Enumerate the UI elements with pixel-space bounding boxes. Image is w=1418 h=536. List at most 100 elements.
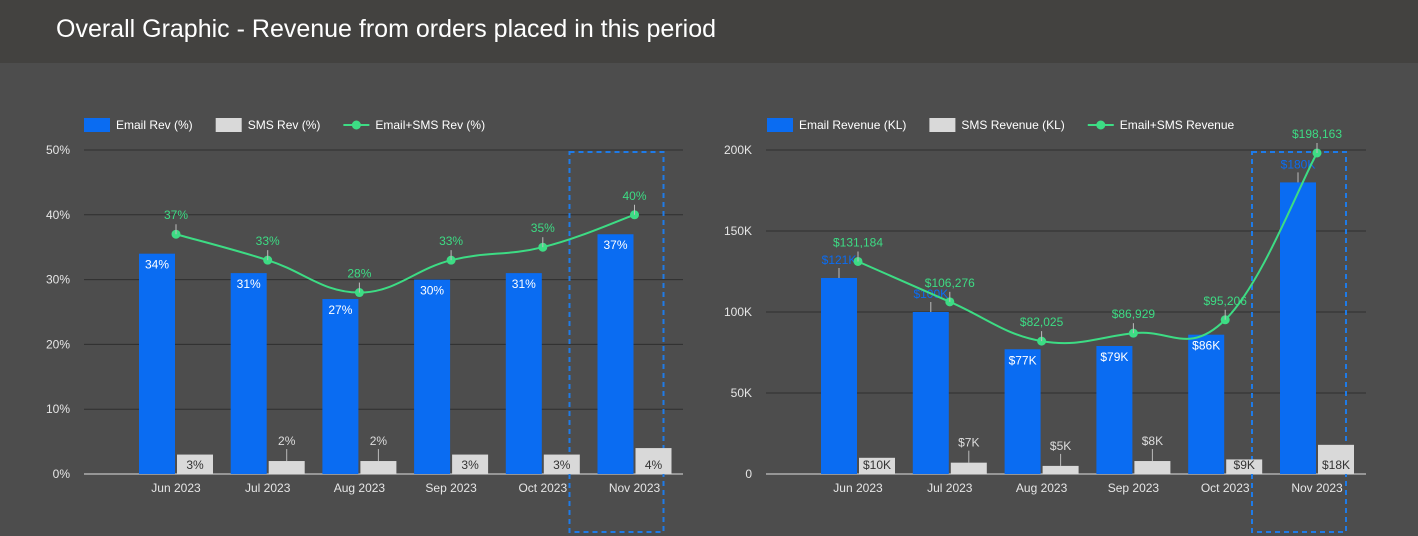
x-tick-label: Nov 2023: [609, 481, 661, 495]
y-tick-label: 100K: [724, 305, 752, 319]
sms-bar: [1134, 461, 1171, 474]
combined-point-label: 33%: [256, 234, 280, 248]
combined-point-label: 28%: [347, 267, 371, 281]
email-bar: [322, 299, 359, 474]
legend-label: SMS Revenue (KL): [961, 118, 1064, 132]
sms-bar-label: 3%: [461, 458, 479, 472]
combined-point-label: 40%: [622, 189, 646, 203]
sms-bar-label: $10K: [863, 458, 891, 472]
y-tick-label: 150K: [724, 224, 752, 238]
sms-bar-label: 3%: [553, 458, 571, 472]
email-bar: [1096, 346, 1133, 474]
legend-swatch: [84, 118, 110, 132]
combined-point-label: 33%: [439, 234, 463, 248]
email-bar-label: $180K: [1281, 157, 1316, 171]
sms-bar: [177, 454, 213, 474]
email-bar-label: $121K: [822, 253, 857, 267]
sms-bar: [1042, 465, 1079, 474]
combined-point-label: $95,206: [1204, 294, 1248, 308]
y-tick-label: 30%: [46, 273, 70, 287]
email-bar: [1188, 334, 1225, 474]
x-tick-label: Jun 2023: [151, 481, 201, 495]
combined-point-label: $106,276: [925, 276, 975, 290]
sms-bar-label: 4%: [645, 458, 663, 472]
y-tick-label: 10%: [46, 402, 70, 416]
email-bar-label: 30%: [420, 284, 444, 298]
combined-line: [857, 152, 1318, 345]
sms-bar-label: $7K: [958, 436, 979, 450]
y-tick-label: 50K: [731, 386, 752, 400]
highlight-box: [568, 151, 665, 533]
y-tick-label: 0%: [53, 467, 71, 481]
combined-point-label: $131,184: [833, 235, 883, 249]
legend-marker: [351, 120, 361, 130]
email-bar: [821, 277, 857, 474]
combined-line: [175, 213, 635, 294]
legend-swatch: [767, 118, 793, 132]
sms-bar-label: 3%: [186, 458, 204, 472]
x-tick-label: Sep 2023: [425, 481, 477, 495]
sms-bar: [635, 448, 672, 474]
y-tick-label: 0: [745, 467, 752, 481]
y-tick-label: 40%: [46, 208, 70, 222]
x-tick-label: Oct 2023: [518, 481, 567, 495]
email-bar: [597, 234, 634, 474]
sms-bar-label: $9K: [1234, 458, 1255, 472]
legend-label: Email+SMS Rev (%): [375, 118, 485, 132]
highlight-box: [1251, 151, 1347, 533]
email-bar: [139, 253, 175, 474]
legend-label: Email Revenue (KL): [799, 118, 906, 132]
email-bar: [1004, 349, 1041, 474]
sms-bar-label: 2%: [278, 434, 296, 448]
sms-bar-label: $18K: [1322, 458, 1350, 472]
x-tick-label: Jul 2023: [245, 481, 291, 495]
x-tick-label: Aug 2023: [334, 481, 386, 495]
legend-label: Email Rev (%): [116, 118, 193, 132]
legend-swatch: [215, 118, 242, 132]
email-bar-label: 34%: [145, 258, 169, 272]
x-tick-label: Sep 2023: [1108, 481, 1160, 495]
sms-bar-label: $8K: [1142, 434, 1163, 448]
x-tick-label: Jul 2023: [927, 481, 973, 495]
email-bar-label: 31%: [237, 277, 261, 291]
legend-marker: [1096, 120, 1106, 130]
combined-point-label: 37%: [164, 208, 188, 222]
email-bar-label: $77K: [1009, 353, 1037, 367]
sms-bar: [1318, 444, 1354, 474]
x-tick-label: Aug 2023: [1016, 481, 1068, 495]
combined-point-label: $86,929: [1112, 307, 1156, 321]
combined-point-label: $198,163: [1292, 127, 1342, 141]
y-tick-label: 20%: [46, 337, 70, 351]
header-bar: Overall Graphic - Revenue from orders pl…: [0, 0, 1418, 63]
legend-label: Email+SMS Revenue: [1120, 118, 1235, 132]
sms-bar: [268, 461, 305, 474]
sms-bar: [1226, 459, 1263, 474]
combined-point-label: $82,025: [1020, 315, 1064, 329]
sms-bar: [859, 457, 895, 474]
sms-bar: [360, 461, 397, 474]
x-tick-label: Jun 2023: [833, 481, 883, 495]
email-bar-label: $79K: [1100, 350, 1128, 364]
legend-label: SMS Rev (%): [248, 118, 321, 132]
sms-bar-label: 2%: [370, 434, 388, 448]
combined-point-label: 35%: [531, 221, 555, 235]
legend-swatch: [929, 118, 956, 132]
email-bar: [912, 312, 949, 474]
email-bar: [505, 273, 542, 474]
email-bar: [1280, 182, 1316, 474]
page-title: Overall Graphic - Revenue from orders pl…: [56, 15, 717, 43]
y-tick-label: 50%: [46, 143, 70, 157]
sms-bar: [543, 454, 580, 474]
email-bar-label: 37%: [603, 238, 627, 252]
email-bar-label: 31%: [512, 277, 536, 291]
x-tick-label: Oct 2023: [1201, 481, 1250, 495]
email-bar: [230, 273, 267, 474]
sms-bar: [452, 454, 489, 474]
email-bar-label: 27%: [328, 303, 352, 317]
sms-bar: [950, 462, 987, 474]
email-bar: [414, 279, 451, 474]
sms-bar-label: $5K: [1050, 439, 1071, 453]
email-bar-label: $86K: [1192, 339, 1220, 353]
